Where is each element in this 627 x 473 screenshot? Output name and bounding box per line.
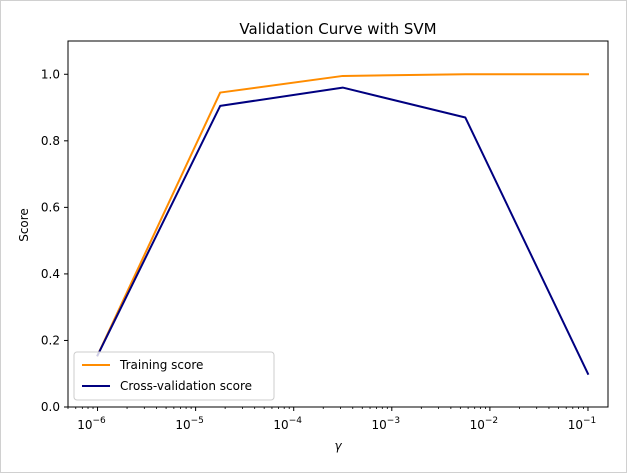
series-line-0: [96, 73, 589, 357]
legend-label: Training score: [119, 358, 203, 372]
x-axis-label: γ: [334, 439, 342, 453]
y-tick-label: 0.0: [41, 400, 60, 414]
y-tick-label: 0.2: [41, 333, 60, 347]
axes-frame: [67, 40, 609, 408]
y-tick-label: 0.4: [41, 267, 60, 281]
y-tick-label: 0.8: [41, 134, 60, 148]
plot-area: 0.0 0.2 0.4 0.6 0.8 1.0 10−6 10−5 10−4 10−3 10−2 10…: [41, 40, 609, 432]
y-axis-label: Score: [17, 208, 31, 242]
legend: Training score Cross-validation score: [73, 351, 275, 401]
x-tick-label: 10−6: [77, 416, 106, 432]
y-tick-label: 1.0: [41, 67, 60, 81]
y-tick-label: 0.6: [41, 200, 60, 214]
x-tick-label: 10−5: [175, 416, 204, 432]
series-line-1: [96, 86, 590, 376]
chart-title: Validation Curve with SVM: [239, 20, 436, 38]
x-tick-label: 10−4: [273, 416, 302, 432]
x-tick-label: 10−2: [470, 416, 499, 432]
legend-box: [73, 351, 275, 401]
legend-label: Cross-validation score: [120, 379, 252, 393]
x-tick-label: 10−3: [372, 416, 401, 432]
x-tick-label: 10−1: [568, 416, 597, 432]
